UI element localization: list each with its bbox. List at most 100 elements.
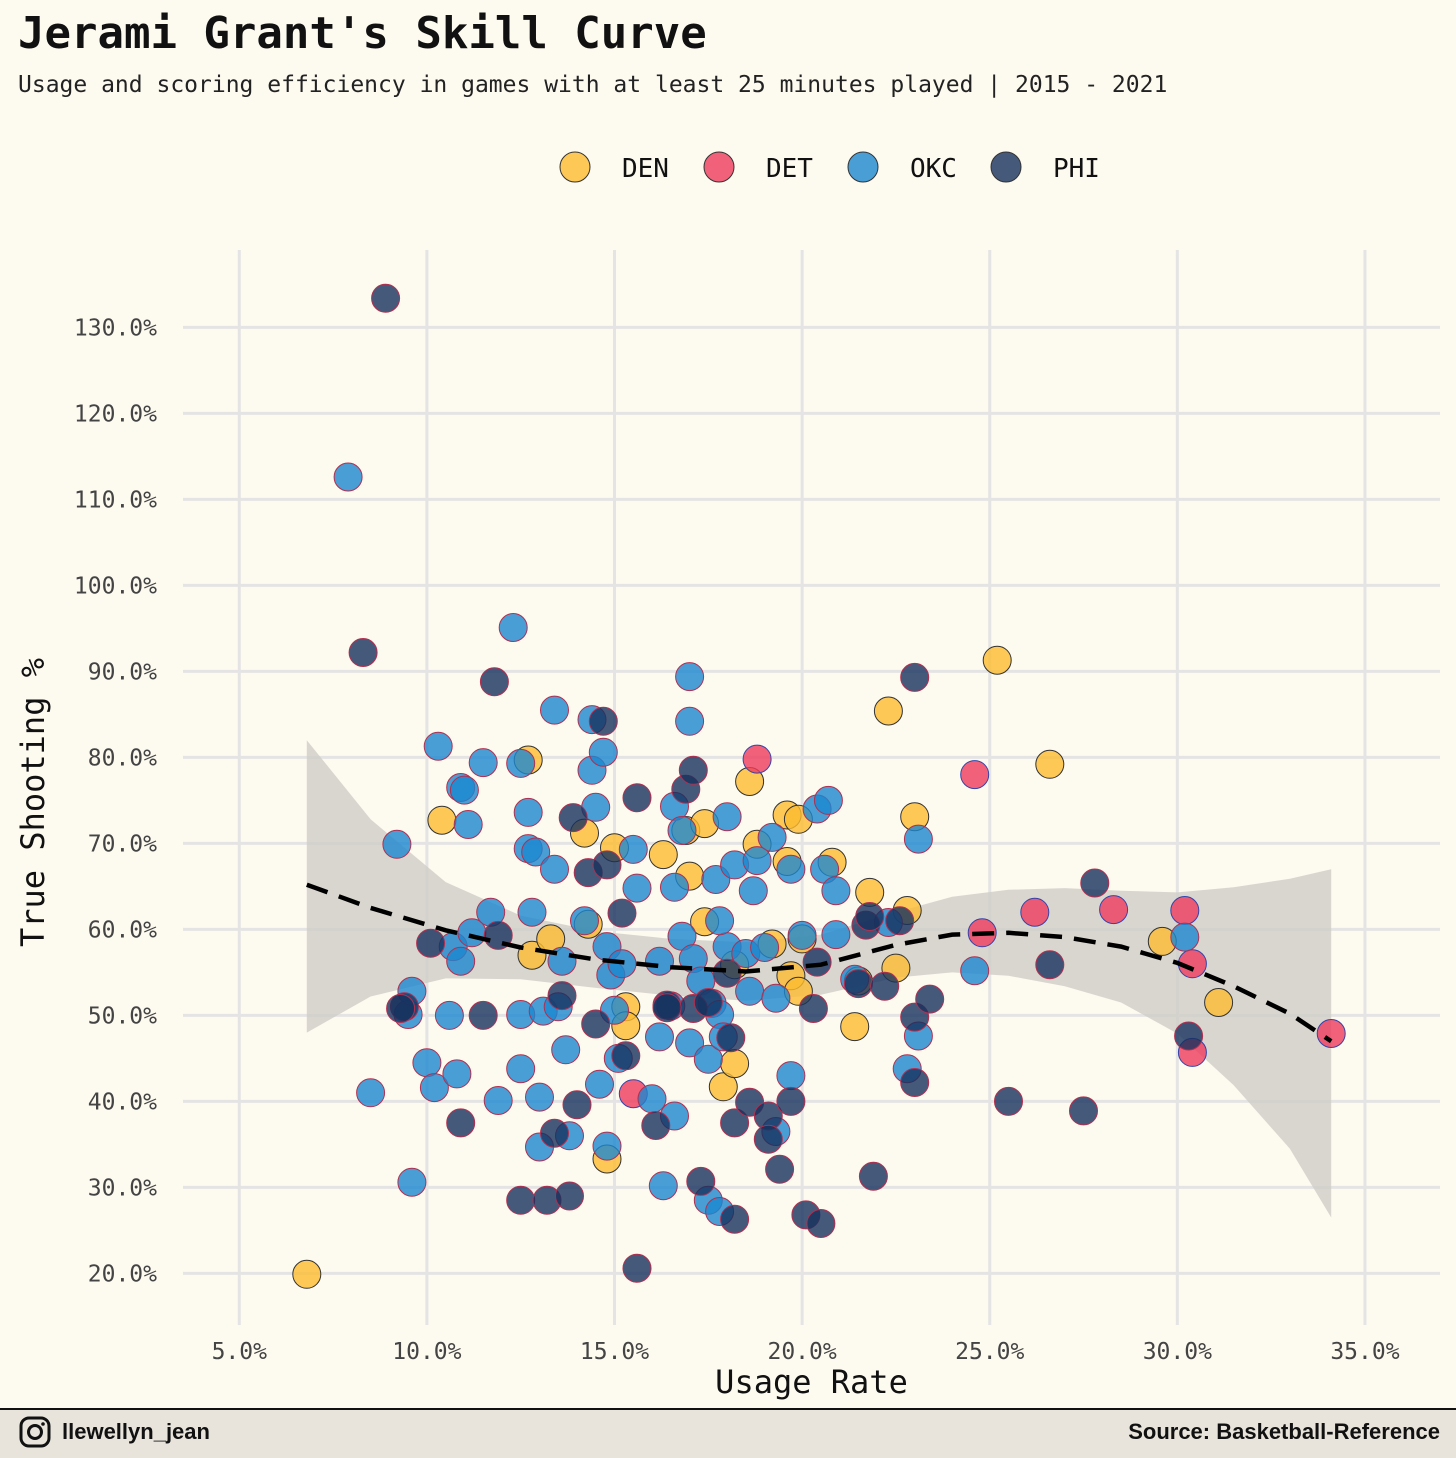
point-phi <box>753 1124 783 1154</box>
point-okc <box>821 920 851 950</box>
point-phi <box>540 1118 569 1148</box>
point-den <box>648 840 678 870</box>
legend-swatch-phi <box>990 151 1022 183</box>
point-phi <box>870 971 900 1001</box>
point-okc <box>712 802 742 832</box>
chart-subtitle: Usage and scoring efficiency in games wi… <box>18 72 1168 98</box>
point-phi <box>652 993 682 1023</box>
point-okc <box>585 1069 614 1099</box>
point-okc <box>622 873 652 903</box>
point-phi <box>581 1009 611 1039</box>
point-okc <box>551 1035 581 1065</box>
point-okc <box>419 1073 449 1103</box>
y-tick-label: 120.0% <box>74 401 157 427</box>
point-okc <box>333 462 363 492</box>
y-tick-label: 100.0% <box>74 573 157 599</box>
point-phi <box>843 969 873 999</box>
point-okc <box>540 695 569 725</box>
x-tick-label: 30.0% <box>1143 1339 1212 1365</box>
point-det <box>742 744 772 774</box>
footer: llewellyn_jean Source: Basketball-Refere… <box>0 1408 1456 1458</box>
point-okc <box>506 1054 536 1084</box>
point-okc <box>776 1061 806 1091</box>
point-phi <box>1035 950 1065 980</box>
x-tick-label: 20.0% <box>767 1339 836 1365</box>
source-credit: Source: Basketball-Reference <box>1128 1419 1440 1444</box>
point-phi <box>506 1185 536 1215</box>
point-den <box>1204 988 1234 1017</box>
point-phi <box>716 1023 746 1053</box>
point-phi <box>547 981 577 1011</box>
point-phi <box>693 988 723 1017</box>
point-phi <box>386 994 416 1023</box>
scatter-chart: 5.0% 10.0% 15.0% 20.0% 25.0% 30.0% 35.0% 20.0% 3… <box>14 151 1440 1400</box>
point-phi <box>1174 1021 1204 1051</box>
legend-label-okc: OKC <box>910 154 957 184</box>
x-tick-label: 35.0% <box>1330 1339 1399 1365</box>
point-phi <box>416 928 446 958</box>
point-det <box>960 760 990 790</box>
point-phi <box>468 1000 498 1030</box>
x-tick-label: 25.0% <box>955 1339 1024 1365</box>
point-okc <box>588 737 618 767</box>
point-okc <box>750 933 780 962</box>
point-okc <box>960 956 990 986</box>
point-okc <box>813 785 843 815</box>
y-tick-label: 70.0% <box>88 831 157 857</box>
point-okc <box>483 1086 513 1115</box>
y-tick-label: 50.0% <box>88 1003 157 1029</box>
point-okc <box>356 1078 386 1108</box>
point-okc <box>513 797 543 827</box>
point-okc <box>449 775 479 805</box>
point-phi <box>622 1253 652 1283</box>
point-phi <box>915 984 945 1014</box>
point-phi <box>720 1204 750 1234</box>
point-okc <box>648 1171 678 1201</box>
point-okc <box>498 613 528 642</box>
point-okc <box>738 876 768 906</box>
data-points <box>292 283 1346 1289</box>
y-tick-label: 60.0% <box>88 917 157 943</box>
point-okc <box>446 946 476 976</box>
point-phi <box>720 1108 750 1138</box>
point-okc <box>1170 922 1200 952</box>
point-phi <box>900 662 930 692</box>
point-okc <box>397 1167 427 1197</box>
point-phi <box>900 1068 930 1097</box>
point-den <box>1035 749 1065 779</box>
point-phi <box>555 1181 584 1211</box>
point-det <box>1099 895 1129 925</box>
point-okc <box>570 906 599 936</box>
point-phi <box>678 755 708 785</box>
point-phi <box>798 994 828 1023</box>
point-phi <box>588 706 618 736</box>
point-okc <box>645 1022 674 1052</box>
y-tick-label: 30.0% <box>88 1175 157 1201</box>
x-axis-title: Usage Rate <box>715 1363 908 1400</box>
legend-swatch-det <box>703 151 735 183</box>
point-det <box>1170 896 1200 925</box>
point-phi <box>776 1086 806 1116</box>
point-okc <box>645 946 674 976</box>
point-phi <box>858 1161 888 1191</box>
chart-title: Jerami Grant's Skill Curve <box>18 8 707 59</box>
point-phi <box>885 906 915 936</box>
point-okc <box>693 1044 723 1074</box>
point-phi <box>371 283 401 313</box>
point-phi <box>1080 868 1110 898</box>
point-okc <box>675 706 705 736</box>
y-tick-label: 110.0% <box>74 487 157 513</box>
point-den <box>873 696 903 726</box>
point-okc <box>821 876 851 906</box>
instagram-icon <box>19 1416 51 1448</box>
point-okc <box>506 748 536 778</box>
point-okc <box>517 897 547 927</box>
point-okc <box>618 834 648 864</box>
point-okc <box>434 1000 464 1030</box>
legend-swatch-okc <box>847 151 879 183</box>
legend-label-det: DET <box>766 154 813 184</box>
point-okc <box>382 829 412 859</box>
point-okc <box>637 1084 667 1114</box>
point-phi <box>446 1108 476 1138</box>
legend: DEN DET OKC PHI <box>559 151 1100 184</box>
